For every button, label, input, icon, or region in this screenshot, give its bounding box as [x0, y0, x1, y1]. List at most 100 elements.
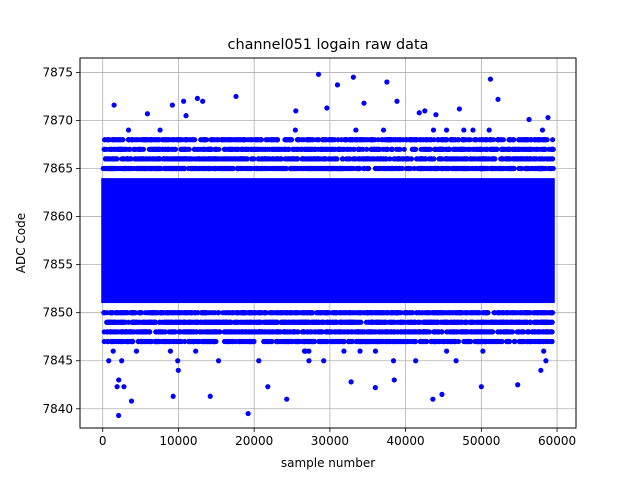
data-point	[253, 137, 259, 143]
data-point	[176, 329, 182, 335]
outlier-point	[334, 82, 341, 88]
data-point	[181, 310, 187, 316]
data-point	[490, 319, 496, 325]
outlier-point	[284, 396, 290, 402]
data-point	[170, 338, 176, 345]
data-point	[153, 310, 159, 316]
y-tick-label: 7845	[42, 354, 73, 368]
data-point	[136, 329, 143, 335]
outlier-point	[545, 114, 551, 121]
data-point	[373, 310, 379, 316]
data-point	[383, 338, 389, 345]
data-point	[347, 165, 353, 172]
data-point	[384, 329, 390, 335]
data-point	[248, 165, 254, 172]
data-point	[153, 338, 159, 345]
y-tick-label: 7875	[42, 65, 73, 79]
data-point	[306, 358, 312, 364]
data-point	[258, 156, 264, 162]
data-point	[418, 146, 424, 152]
x-tick-label: 50000	[462, 434, 500, 448]
y-axis-label: ADC Code	[14, 213, 28, 273]
data-point	[517, 146, 523, 152]
data-point	[259, 329, 265, 335]
data-point	[440, 310, 446, 316]
data-point	[198, 329, 205, 335]
data-point	[286, 338, 292, 345]
data-point	[400, 137, 406, 143]
data-point	[470, 165, 476, 172]
data-point	[305, 146, 311, 152]
data-point	[358, 338, 364, 345]
data-point	[320, 137, 327, 143]
data-point	[357, 348, 363, 354]
data-point	[505, 146, 511, 152]
data-point	[263, 319, 269, 325]
data-point	[500, 146, 506, 152]
data-point	[331, 156, 337, 162]
data-point	[181, 98, 187, 104]
data-point	[207, 156, 214, 162]
data-point	[101, 146, 107, 152]
data-point	[153, 329, 159, 335]
data-point	[548, 310, 554, 316]
data-point	[147, 319, 153, 325]
data-point	[293, 156, 299, 162]
data-point	[243, 338, 249, 345]
data-point	[371, 146, 378, 152]
data-point	[388, 329, 394, 335]
data-point	[181, 165, 187, 172]
data-point	[239, 156, 245, 162]
data-point	[398, 329, 404, 335]
data-point	[409, 310, 416, 316]
data-point	[203, 329, 209, 335]
data-point	[546, 319, 552, 325]
data-point	[201, 146, 207, 152]
data-point	[419, 310, 425, 316]
data-point	[463, 329, 469, 335]
data-point	[274, 319, 280, 325]
data-point	[173, 156, 179, 162]
data-point	[384, 146, 390, 152]
data-point	[177, 338, 183, 345]
outlier-point	[391, 377, 397, 383]
data-point	[239, 329, 246, 335]
data-point	[422, 108, 428, 114]
data-point	[302, 338, 308, 345]
plot-frame	[79, 57, 577, 429]
data-point	[304, 165, 311, 172]
data-point	[261, 156, 268, 162]
data-point	[351, 156, 357, 162]
data-point	[524, 156, 530, 162]
data-point	[466, 338, 472, 345]
data-point	[479, 338, 485, 345]
data-point	[304, 310, 310, 316]
outlier-point	[315, 71, 322, 77]
data-point	[146, 329, 153, 335]
data-point	[160, 137, 166, 143]
data-point	[440, 137, 446, 143]
data-point	[443, 348, 450, 354]
data-point	[278, 156, 284, 162]
data-point	[388, 310, 394, 316]
data-point	[232, 137, 238, 143]
data-point	[432, 329, 438, 335]
data-point	[370, 310, 376, 316]
data-point	[528, 165, 534, 172]
data-point	[535, 310, 541, 316]
data-point	[363, 310, 370, 316]
data-point	[277, 329, 283, 335]
data-point	[292, 310, 298, 316]
data-point	[403, 156, 409, 162]
data-point	[107, 310, 113, 316]
data-point	[343, 137, 349, 143]
data-point	[409, 137, 416, 143]
data-point	[119, 358, 125, 364]
data-point	[318, 338, 325, 345]
data-point	[175, 358, 181, 364]
data-point	[135, 338, 141, 345]
data-point	[225, 165, 231, 172]
data-point	[160, 338, 166, 345]
data-point	[323, 156, 329, 162]
